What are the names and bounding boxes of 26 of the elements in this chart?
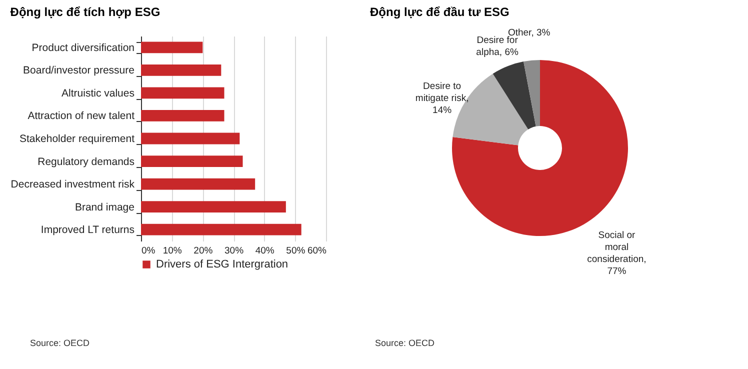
chart-title: Động lực để đầu tư ESG	[370, 5, 510, 19]
x-tick-label: 40%	[255, 246, 275, 256]
y-tick-label: Decreased investment risk	[10, 178, 136, 191]
chart-title: Động lực để tích hợp ESG	[10, 5, 160, 19]
x-tick-label: 50%	[286, 246, 306, 256]
y-tick-label: Stakeholder requirement	[20, 133, 135, 145]
source-note: Source: OECD	[30, 338, 90, 348]
x-tick-label: 30%	[224, 246, 244, 256]
y-tick-label: Board/investor pressure	[23, 64, 135, 77]
y-tick-label: Brand image	[74, 201, 135, 214]
donut-slice	[452, 74, 528, 146]
x-tick-label: 10%	[162, 246, 182, 256]
y-tick-label: Altruistic values	[62, 87, 134, 100]
donut-slice	[492, 62, 536, 130]
y-tick-label: Improved LT returns	[40, 224, 134, 236]
x-tick-label: 60%	[307, 246, 328, 256]
y-tick-label: Attraction of new talent	[28, 110, 135, 122]
slice-label: Desire to mitigate risk, 14%	[415, 80, 469, 116]
y-tick-label: Product diversification	[32, 42, 135, 54]
donut-slice	[524, 60, 540, 126]
y-tick-label: Regulatory demands	[38, 156, 134, 168]
x-tick-label: 20%	[194, 246, 214, 256]
slice-label: Social or moral consideration, 77%	[587, 230, 646, 278]
x-tick-label: 0%	[142, 246, 156, 256]
legend-label: Drivers of ESG Intergration	[156, 258, 288, 270]
source-note: Source: OECD	[375, 338, 435, 348]
